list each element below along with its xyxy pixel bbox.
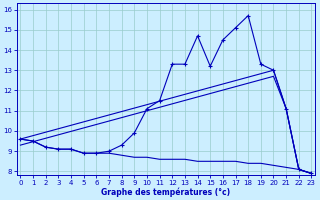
X-axis label: Graphe des températures (°c): Graphe des températures (°c): [101, 187, 230, 197]
